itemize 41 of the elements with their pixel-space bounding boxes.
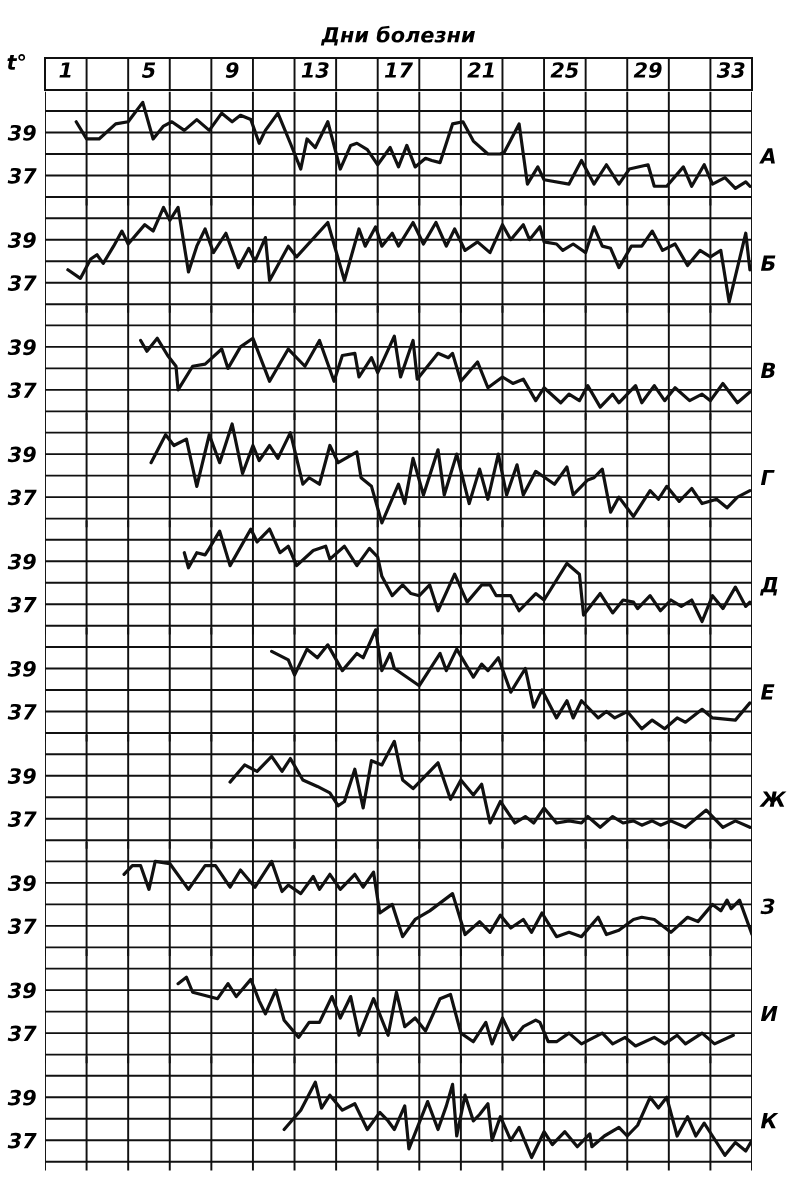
text: В xyxy=(760,362,776,378)
text: Е xyxy=(760,684,775,700)
y-tick-label: 39 xyxy=(7,124,36,141)
y-tick-label: 39 xyxy=(7,232,36,248)
y-tick-label: 39 xyxy=(7,768,36,784)
x-tick-label: 1 xyxy=(59,62,71,78)
text: К xyxy=(760,1113,779,1129)
x-tick-label: 13 xyxy=(301,62,329,78)
x-tick-label: 17 xyxy=(384,62,413,78)
text: Д xyxy=(759,577,778,596)
text: И xyxy=(760,1005,778,1022)
x-tick-label: 5 xyxy=(142,62,156,78)
text: А xyxy=(759,148,775,164)
x-tick-label: 9 xyxy=(225,62,239,78)
y-tick-label: 37 xyxy=(7,918,37,935)
y-tick-label: 37 xyxy=(7,489,37,506)
x-tick-label: 29 xyxy=(633,62,662,78)
y-tick-label: 37 xyxy=(7,811,37,827)
y-tick-label: 39 xyxy=(7,553,36,570)
x-axis-title: Дни болезни xyxy=(320,25,475,46)
text: Б xyxy=(760,255,776,271)
y-axis-title: t° xyxy=(7,54,26,70)
y-tick-label: 39 xyxy=(7,1089,36,1106)
text: З xyxy=(760,898,775,915)
y-tick-label: 37 xyxy=(7,275,37,291)
y-tick-label: 39 xyxy=(7,982,36,999)
text: Г xyxy=(760,469,775,486)
x-tick-label: 21 xyxy=(467,62,494,78)
y-tick-label: 37 xyxy=(7,1025,37,1042)
x-tick-label: 33 xyxy=(716,62,745,78)
y-tick-label: 37 xyxy=(7,167,37,184)
text: Ж xyxy=(759,791,787,807)
x-tick-label: 25 xyxy=(550,62,579,78)
y-tick-label: 37 xyxy=(7,1132,37,1149)
y-tick-label: 37 xyxy=(7,596,37,613)
y-tick-label: 39 xyxy=(7,446,36,463)
y-tick-label: 39 xyxy=(7,660,36,677)
y-tick-label: 39 xyxy=(7,875,36,892)
y-tick-label: 39 xyxy=(7,339,36,356)
y-tick-label: 37 xyxy=(7,382,37,399)
y-tick-label: 37 xyxy=(7,703,37,720)
